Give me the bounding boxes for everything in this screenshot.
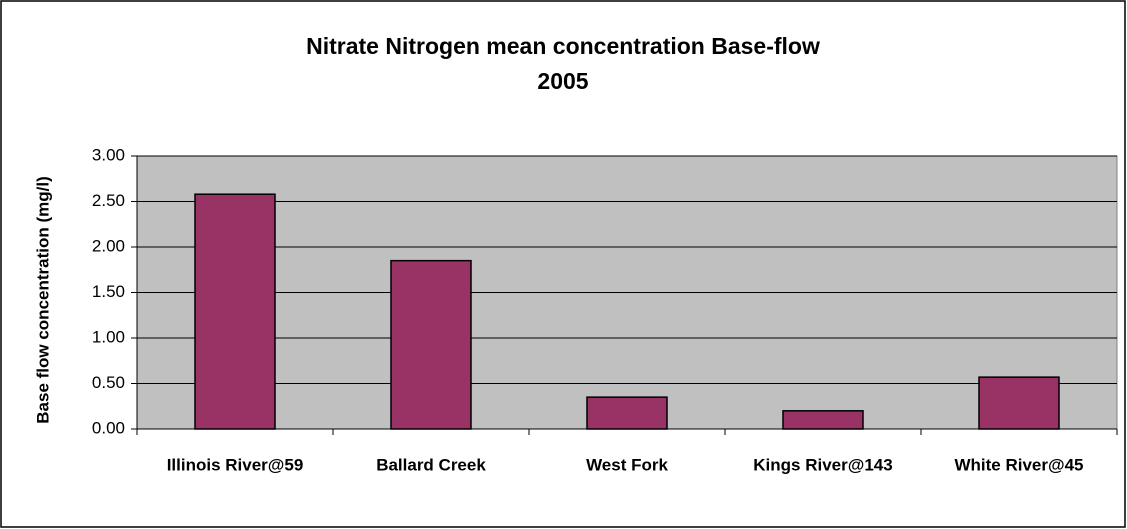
y-tick-label: 3.00 <box>92 145 125 164</box>
chart-title: 2005 <box>537 68 588 94</box>
x-tick-label: West Fork <box>586 455 668 474</box>
x-tick-label: White River@45 <box>954 455 1083 474</box>
y-tick-label: 1.00 <box>92 327 125 346</box>
y-tick-label: 2.50 <box>92 191 125 210</box>
y-tick-label: 2.00 <box>92 236 125 255</box>
bar <box>586 396 668 430</box>
bar <box>390 259 472 430</box>
y-axis-label: Base flow concentration (mg/l) <box>33 176 52 423</box>
x-tick-label: Illinois River@59 <box>167 455 304 474</box>
x-tick-label: Ballard Creek <box>376 455 486 474</box>
bar <box>978 376 1060 430</box>
y-tick-label: 0.50 <box>92 373 125 392</box>
x-tick-label: Kings River@143 <box>753 455 892 474</box>
chart-title: Nitrate Nitrogen mean concentration Base… <box>306 33 820 59</box>
y-tick-label: 1.50 <box>92 282 125 301</box>
bar <box>194 193 276 430</box>
bar <box>782 410 864 430</box>
y-tick-label: 0.00 <box>92 418 125 437</box>
